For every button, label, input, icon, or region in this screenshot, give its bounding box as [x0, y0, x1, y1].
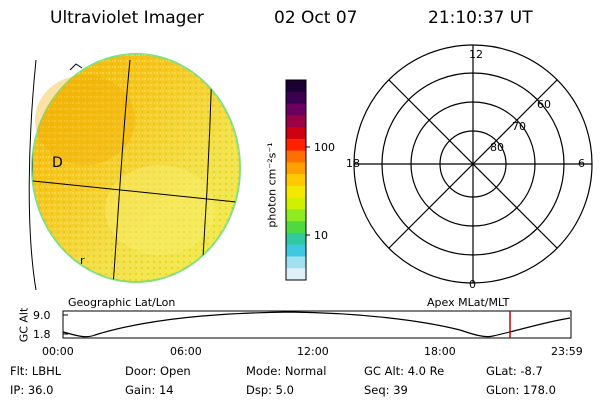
- altitude-curve: [62, 311, 571, 338]
- geographic-caption: Geographic Lat/Lon: [68, 296, 176, 309]
- colorbar-frame: [285, 79, 307, 281]
- colorbar-swatch: [286, 185, 306, 199]
- mlt-label-12: 12: [469, 48, 483, 61]
- colorbar-label-100: 100: [314, 141, 335, 154]
- mlt-label-6: 6: [578, 157, 585, 170]
- altitude-ytick-9: 9.0: [33, 309, 51, 322]
- colorbar-swatch: [286, 221, 306, 234]
- info-glat: GLat: -8.7: [486, 364, 543, 378]
- colorbar-swatch: [286, 115, 306, 128]
- time-label: 21:10:37 UT: [428, 8, 533, 28]
- colorbar-swatch: [286, 197, 306, 210]
- colorbar-swatch: [286, 91, 306, 105]
- info-filter: Flt: LBHL: [10, 364, 62, 378]
- info-gc-alt: GC Alt: 4.0 Re: [364, 364, 445, 378]
- apex-caption: Apex MLat/MLT: [427, 296, 510, 309]
- info-gain: Gain: 14: [125, 383, 174, 397]
- colorbar-swatch: [286, 268, 306, 281]
- time-tick-0000: 00:00: [42, 345, 74, 358]
- time-tick-1200: 12:00: [297, 345, 329, 358]
- colorbar-swatch: [286, 244, 306, 257]
- mlat-label-80: 80: [490, 141, 504, 154]
- colorbar-swatch: [286, 162, 306, 175]
- disk-glyph-r: r: [80, 254, 85, 267]
- colorbar-swatch: [286, 127, 306, 140]
- altitude-ylabel: GC Alt: [17, 307, 31, 343]
- colorbar-swatch: [286, 256, 306, 269]
- time-tick-1800: 18:00: [424, 345, 456, 358]
- info-ip: IP: 36.0: [10, 383, 54, 397]
- info-dsp: Dsp: 5.0: [246, 383, 294, 397]
- polar-grid: [353, 44, 593, 284]
- disk-glyph-d: D: [52, 155, 63, 171]
- time-tick-0600: 06:00: [170, 345, 202, 358]
- colorbar-swatch: [286, 80, 306, 93]
- mlt-label-0: 0: [469, 278, 476, 291]
- mlat-label-70: 70: [512, 120, 526, 133]
- info-glon: GLon: 178.0: [486, 383, 556, 397]
- colorbar-swatch: [286, 138, 306, 152]
- date-label: 02 Oct 07: [274, 8, 358, 28]
- altitude-ytick-1-8: 1.8: [33, 328, 51, 341]
- colorbar: [285, 79, 307, 281]
- altitude-plot: [62, 310, 572, 339]
- time-tick-2359: 23:59: [551, 345, 583, 358]
- colorbar-label-10: 10: [314, 229, 328, 242]
- info-mode: Mode: Normal: [246, 364, 327, 378]
- info-door: Door: Open: [125, 364, 191, 378]
- info-seq: Seq: 39: [364, 383, 408, 397]
- colorbar-swatch: [286, 150, 306, 163]
- colorbar-unit-label: photon cm⁻²s⁻¹: [265, 142, 279, 228]
- earth-disk-image: [28, 53, 241, 291]
- colorbar-swatch: [286, 103, 306, 116]
- colorbar-swatch: [286, 209, 306, 222]
- mlat-label-60: 60: [537, 98, 551, 111]
- instrument-title: Ultraviolet Imager: [50, 8, 204, 28]
- mlt-label-18: 18: [346, 157, 360, 170]
- colorbar-swatch: [286, 232, 306, 246]
- colorbar-swatch: [286, 174, 306, 187]
